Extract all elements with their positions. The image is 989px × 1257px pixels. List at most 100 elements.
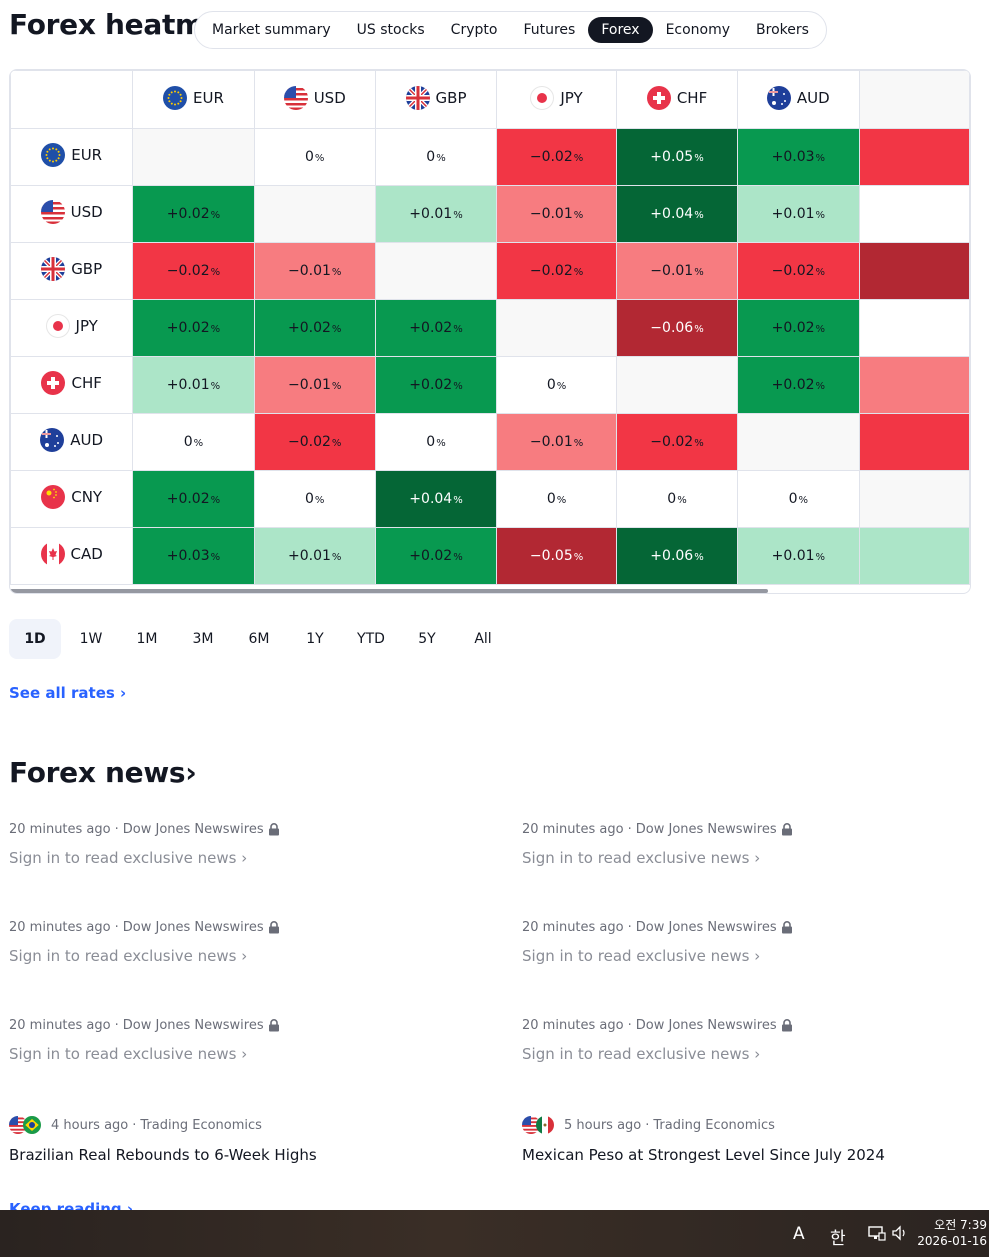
heatmap-cell[interactable]: −0.05% [496,527,617,585]
column-header-aud[interactable]: AUD [737,70,860,129]
period-5y[interactable]: 5Y [418,631,436,647]
heatmap-cell[interactable]: 0% [496,356,617,414]
heatmap-cell[interactable]: −0.01% [615,242,739,300]
period-6m[interactable]: 6M [248,631,270,647]
heatmap-cell[interactable]: +0.02% [253,299,376,357]
heatmap-cell[interactable]: +0.02% [374,299,498,357]
tab-futures[interactable]: Futures [523,22,576,38]
heatmap-cell[interactable]: +0.03% [132,527,255,585]
news-headline[interactable]: Mexican Peso at Strongest Level Since Ju… [522,1146,885,1164]
system-clock[interactable]: 오전 7:39 2026-01-16 [917,1217,987,1249]
heatmap-cell[interactable]: +0.01% [132,356,255,414]
news-headline[interactable]: Sign in to read exclusive news › [9,947,248,965]
row-header-eur[interactable]: EUR [10,128,134,186]
heatmap-cell[interactable]: −0.02% [737,242,860,300]
news-headline[interactable]: Sign in to read exclusive news › [522,1045,761,1063]
tab-forex[interactable]: Forex [588,17,653,43]
news-headline[interactable]: Brazilian Real Rebounds to 6-Week Highs [9,1146,317,1164]
heatmap-cell[interactable]: +0.02% [132,470,255,528]
heatmap-cell[interactable]: 0% [132,413,255,471]
heatmap-cell[interactable]: +0.02% [737,299,860,357]
period-ytd[interactable]: YTD [357,631,385,647]
heatmap-cell[interactable]: +0.05% [615,128,739,186]
heatmap-cell[interactable]: −0.02% [496,128,617,186]
see-all-rates-link[interactable]: See all rates › [9,684,127,702]
news-headline[interactable]: Sign in to read exclusive news › [9,849,248,867]
currency-code: GBP [435,88,467,107]
row-header-usd[interactable]: USD [10,185,134,243]
rate-change-value: +0.01% [288,548,341,564]
heatmap-cell [496,299,617,357]
heatmap-cell[interactable]: +0.01% [253,527,376,585]
news-item[interactable]: 5 hours ago · Trading Economics Mexican Pes… [522,1116,989,1164]
ime-mode-indicator[interactable]: A [793,1224,805,1244]
heatmap-cell[interactable]: +0.04% [374,470,498,528]
tab-market-summary[interactable]: Market summary [212,22,331,38]
heatmap-cell[interactable]: 0% [737,470,860,528]
heatmap-cell[interactable]: +0.01% [374,185,498,243]
heatmap-table: EUR USD GBP JPY CHF AUD EUR 0% 0% −0.02% +0.05% +0.… [10,70,970,585]
heatmap-cell[interactable]: −0.01% [253,242,376,300]
heatmap-cell[interactable]: +0.01% [737,527,860,585]
tab-crypto[interactable]: Crypto [450,22,498,38]
tab-us-stocks[interactable]: US stocks [356,22,425,38]
column-header-usd[interactable]: USD [253,70,376,129]
heatmap-cell[interactable]: −0.02% [253,413,376,471]
network-icon[interactable] [868,1225,886,1241]
ime-language-indicator[interactable]: 한 [830,1229,846,1249]
period-1w[interactable]: 1W [79,631,103,647]
heatmap-cell[interactable]: −0.02% [132,242,255,300]
heatmap-cell[interactable]: −0.01% [496,413,617,471]
heatmap-cell[interactable]: −0.02% [496,242,617,300]
period-3m[interactable]: 3M [192,631,214,647]
heatmap-cell[interactable]: −0.02% [615,413,739,471]
heatmap-cell[interactable]: +0.02% [374,356,498,414]
heatmap-cell[interactable]: +0.01% [737,185,860,243]
news-item[interactable]: 20 minutes ago · Dow Jones Newswires Sign i… [522,920,989,965]
news-item[interactable]: 4 hours ago · Trading Economics Brazilian R… [9,1116,479,1164]
forex-news-heading[interactable]: Forex news› [9,756,197,789]
tab-economy[interactable]: Economy [665,22,731,38]
heatmap-cell[interactable]: +0.02% [132,299,255,357]
row-header-jpy[interactable]: JPY [10,299,134,357]
news-headline[interactable]: Sign in to read exclusive news › [522,947,761,965]
news-item[interactable]: 20 minutes ago · Dow Jones Newswires Sign i… [9,920,479,965]
heatmap-cell[interactable]: 0% [496,470,617,528]
row-header-aud[interactable]: AUD [10,413,134,471]
row-header-cad[interactable]: CAD [10,527,134,585]
heatmap-cell[interactable]: 0% [374,128,498,186]
heatmap-cell[interactable]: +0.02% [132,185,255,243]
heatmap-cell[interactable]: +0.04% [615,185,739,243]
heatmap-cell[interactable]: 0% [374,413,498,471]
heatmap-cell[interactable]: 0% [253,470,376,528]
period-all[interactable]: All [474,631,492,647]
news-item[interactable]: 20 minutes ago · Dow Jones Newswires Sign i… [9,822,479,867]
horizontal-scrollbar[interactable] [10,589,768,593]
period-1d[interactable]: 1D [9,619,61,659]
row-header-cny[interactable]: CNY [10,470,134,528]
column-header-gbp[interactable]: GBP [374,70,498,129]
heatmap-cell[interactable]: +0.06% [615,527,739,585]
heatmap-cell[interactable]: +0.03% [737,128,860,186]
period-1y[interactable]: 1Y [306,631,324,647]
row-header-chf[interactable]: CHF [10,356,134,414]
heatmap-cell[interactable]: 0% [253,128,376,186]
news-item[interactable]: 20 minutes ago · Dow Jones Newswires Sign i… [522,1018,989,1063]
column-header-jpy[interactable]: JPY [496,70,617,129]
volume-icon[interactable] [891,1225,909,1241]
heatmap-cell[interactable]: 0% [615,470,739,528]
heatmap-cell[interactable]: +0.02% [374,527,498,585]
heatmap-cell[interactable]: −0.01% [496,185,617,243]
period-1m[interactable]: 1M [136,631,158,647]
news-headline[interactable]: Sign in to read exclusive news › [9,1045,248,1063]
row-header-gbp[interactable]: GBP [10,242,134,300]
tab-brokers[interactable]: Brokers [756,22,809,38]
column-header-chf[interactable]: CHF [615,70,739,129]
heatmap-cell[interactable]: −0.06% [615,299,739,357]
heatmap-cell[interactable]: −0.01% [253,356,376,414]
news-headline[interactable]: Sign in to read exclusive news › [522,849,761,867]
news-item[interactable]: 20 minutes ago · Dow Jones Newswires Sign i… [9,1018,479,1063]
column-header-eur[interactable]: EUR [132,70,255,129]
news-item[interactable]: 20 minutes ago · Dow Jones Newswires Sign i… [522,822,989,867]
heatmap-cell[interactable]: +0.02% [737,356,860,414]
